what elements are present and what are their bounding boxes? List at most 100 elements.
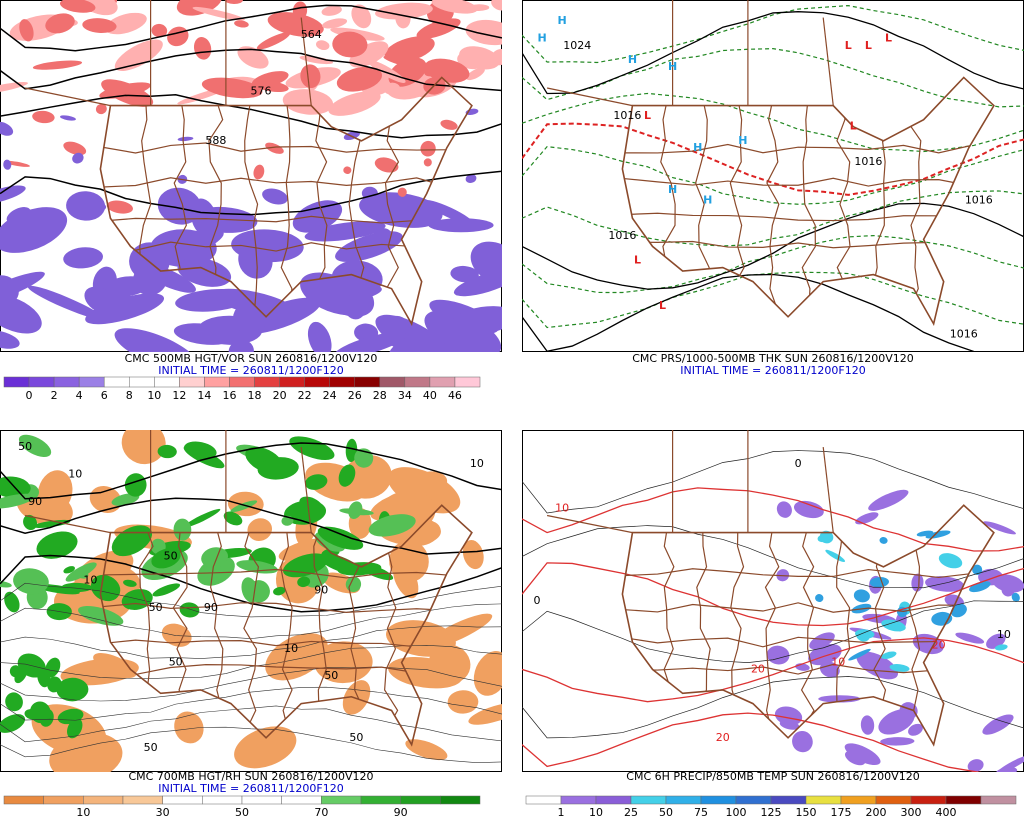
shaded-area — [982, 714, 1014, 735]
shaded-area — [237, 46, 269, 69]
shaded-area — [289, 436, 335, 461]
map-label: 0 — [795, 457, 802, 470]
shaded-area — [65, 562, 97, 582]
colorbar-segment — [595, 795, 632, 805]
shaded-area — [3, 159, 12, 170]
shaded-area — [420, 140, 436, 157]
shaded-area — [0, 185, 26, 204]
state-border — [243, 525, 260, 745]
map-label: 50 — [144, 741, 158, 754]
shaded-area — [809, 632, 835, 650]
shaded-area — [177, 136, 194, 142]
shaded-area — [151, 23, 168, 38]
shaded-area — [465, 19, 502, 46]
colorbar-label: 100 — [726, 806, 747, 819]
initial-time: INITIAL TIME = 260811/1200F120 — [680, 364, 865, 377]
colorbar-label: 14 — [197, 389, 211, 402]
map-label: 10 — [831, 656, 845, 669]
map-label: 576 — [251, 85, 272, 98]
colorbar-segment — [329, 376, 355, 388]
coastline — [99, 504, 473, 747]
shaded-area — [321, 18, 348, 29]
colorbar-segment — [360, 795, 401, 805]
shaded-area — [60, 115, 76, 121]
map-label: 10 — [470, 457, 484, 470]
shaded-area — [0, 476, 31, 499]
colorbar-segment — [83, 795, 124, 805]
colorbar-segment — [525, 795, 562, 805]
colorbar-segment — [354, 376, 381, 388]
map-label: H — [693, 141, 702, 154]
shaded-area — [151, 548, 181, 569]
shaded-area — [292, 1, 308, 20]
colorbar-segment — [78, 376, 105, 388]
shaded-area — [345, 438, 358, 463]
colorbar-label: 22 — [298, 389, 312, 402]
shaded-area — [881, 651, 897, 659]
colorbar-segment — [440, 795, 481, 805]
colorbar-segment — [400, 795, 441, 805]
colorbar-segment — [945, 795, 982, 805]
shaded-area — [183, 508, 221, 528]
initial-time: INITIAL TIME = 260811/1200F120 — [158, 364, 343, 377]
colorbar-segment — [379, 376, 406, 388]
shaded-area — [157, 444, 177, 459]
shaded-area — [815, 594, 824, 603]
colorbar-segment — [53, 376, 80, 388]
contour-line — [522, 145, 1024, 205]
map-label: 10 — [284, 642, 298, 655]
shaded-area — [855, 512, 879, 525]
shaded-area — [60, 658, 139, 686]
province-border — [822, 447, 834, 533]
shaded-area — [273, 586, 286, 596]
colorbar-segment — [875, 795, 912, 805]
map-layer — [522, 0, 1024, 352]
shaded-area — [232, 295, 276, 332]
map-panel: 50 10 90 50 10 50 90 50 10 50 90 50 10 50 CMC 700MB HG… — [0, 430, 502, 819]
state-border — [100, 602, 472, 613]
colorbar-label: 300 — [901, 806, 922, 819]
colorbar-label: 0 — [26, 389, 33, 402]
shaded-area — [49, 732, 123, 772]
colorbar-segment — [700, 795, 737, 805]
map-label: H — [628, 53, 637, 66]
shaded-area — [152, 583, 181, 597]
shaded-area — [0, 121, 14, 136]
map-label: 50 — [349, 731, 363, 744]
shaded-area — [351, 4, 372, 29]
shaded-area — [416, 18, 461, 39]
state-border — [622, 602, 994, 613]
shaded-area — [397, 187, 407, 197]
province-border — [300, 17, 312, 106]
shaded-area — [405, 739, 448, 761]
map-label: 10 — [555, 502, 569, 515]
colorbar-segment — [429, 376, 456, 388]
map-label: H — [738, 134, 747, 147]
shaded-area — [224, 0, 243, 5]
contour-line — [522, 190, 1024, 247]
colorbar-label: 200 — [866, 806, 887, 819]
colorbar-segment — [665, 795, 702, 805]
shaded-area — [18, 434, 52, 458]
shaded-area — [938, 553, 963, 569]
map-label: H — [558, 14, 567, 27]
shaded-area — [161, 623, 192, 647]
shaded-area — [84, 286, 119, 315]
map-label: 564 — [301, 28, 322, 41]
colorbar-label: 24 — [323, 389, 337, 402]
colorbar-label: 30 — [156, 806, 170, 819]
shaded-area — [32, 519, 71, 528]
colorbar-label: 50 — [659, 806, 673, 819]
shaded-area — [879, 537, 888, 544]
shaded-area — [869, 577, 889, 588]
map-label: H — [668, 60, 677, 73]
shaded-area — [860, 715, 875, 735]
shaded-area — [123, 579, 137, 587]
shaded-area — [465, 174, 477, 183]
shaded-area — [316, 40, 330, 51]
colorbar-label: 34 — [398, 389, 412, 402]
shaded-area — [424, 58, 470, 83]
shaded-area — [950, 603, 967, 618]
shaded-area — [792, 730, 813, 753]
